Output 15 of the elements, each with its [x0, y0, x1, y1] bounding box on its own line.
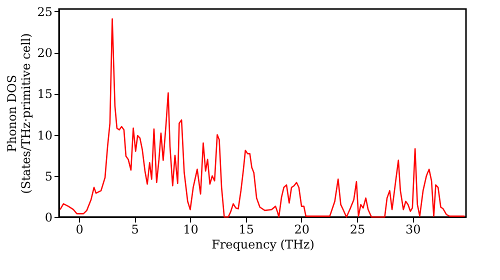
y-tick-label: 0	[44, 210, 52, 224]
y-tick-label: 20	[37, 46, 52, 60]
x-tick-label: 25	[350, 222, 366, 236]
y-axis-title: Phonon DOS (States/THz·primitive cell)	[5, 33, 34, 194]
y-tick-label: 25	[37, 4, 52, 19]
x-tick-label: 0	[76, 222, 84, 236]
x-tick-label: 5	[131, 222, 139, 236]
y-tick-label: 15	[37, 87, 52, 102]
x-tick-label: 10	[183, 222, 198, 236]
x-tick-label: 20	[294, 222, 310, 236]
x-tick-label: 15	[238, 222, 254, 236]
y-tick-label: 5	[44, 169, 52, 184]
x-tick-label: 30	[405, 222, 421, 236]
x-axis-title: Frequency (THz)	[212, 238, 314, 252]
y-tick-label: 10	[37, 128, 52, 142]
